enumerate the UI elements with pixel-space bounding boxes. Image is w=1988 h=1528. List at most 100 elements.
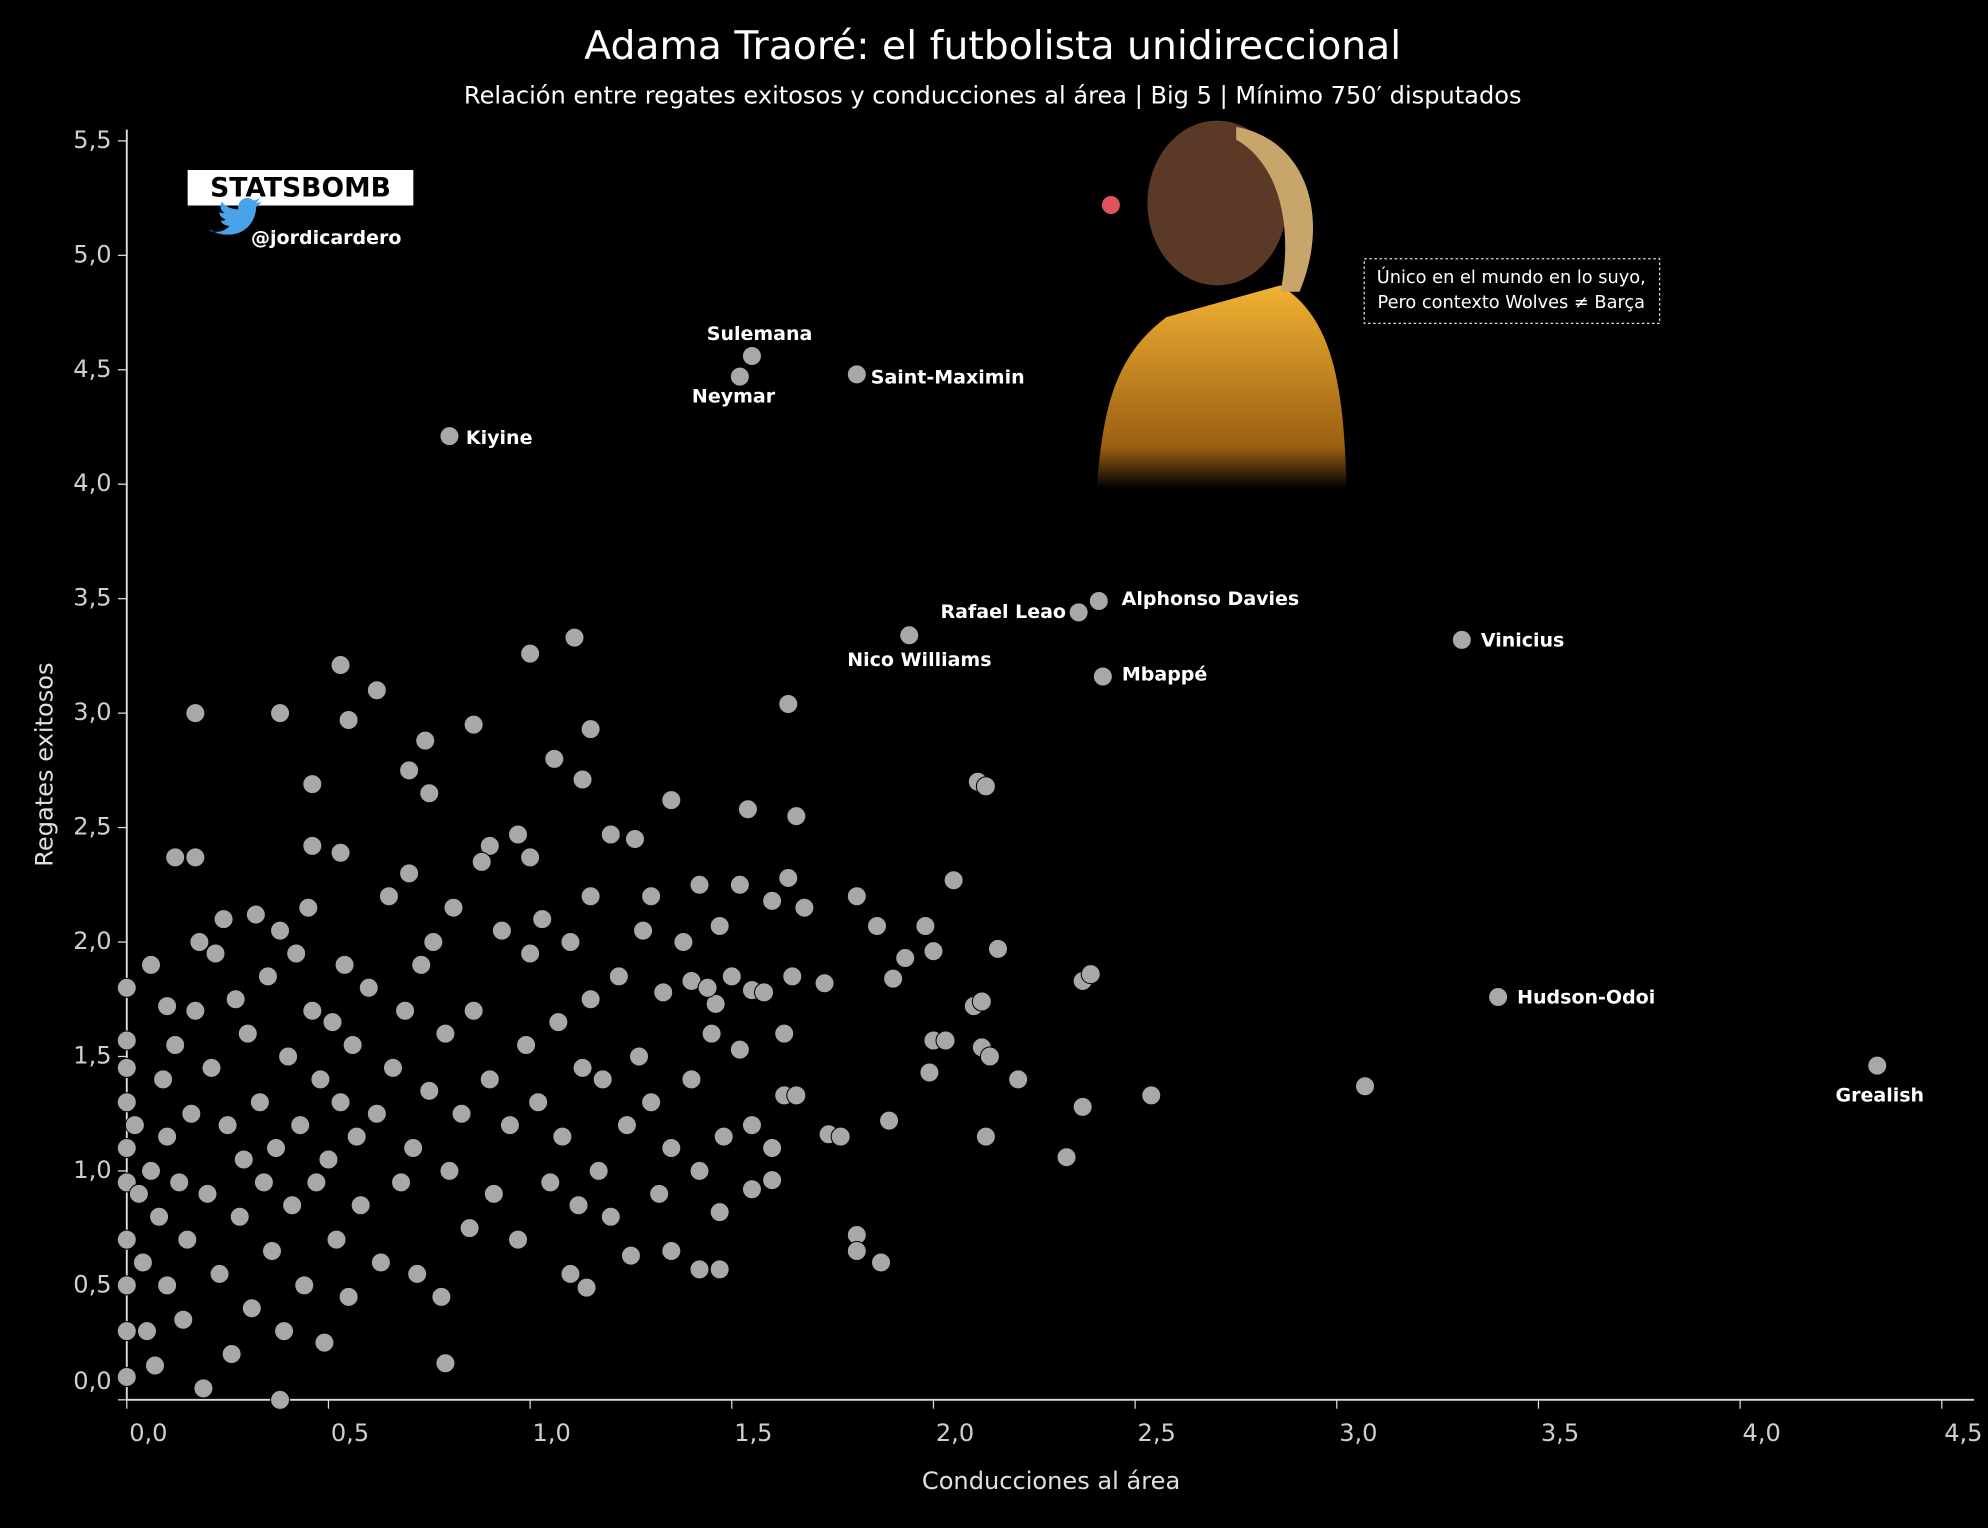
- point: [245, 904, 266, 925]
- point: [350, 1195, 371, 1216]
- point: [391, 1172, 412, 1193]
- point: [270, 1389, 291, 1410]
- point: [451, 1103, 472, 1124]
- point: [689, 1259, 710, 1280]
- point: [185, 703, 206, 724]
- point: [709, 1259, 730, 1280]
- point: [435, 1023, 456, 1044]
- point: [979, 1046, 1000, 1067]
- point: [709, 1202, 730, 1223]
- point: [564, 627, 585, 648]
- point: [762, 1170, 783, 1191]
- point: [1080, 964, 1101, 985]
- point: [552, 1126, 573, 1147]
- point: [721, 966, 742, 987]
- point: [919, 1062, 940, 1083]
- point: [580, 719, 601, 740]
- point: [576, 1277, 597, 1298]
- point: [310, 1069, 331, 1090]
- point: [249, 1092, 270, 1113]
- point: [754, 982, 775, 1003]
- y-tick-label: 3,5: [73, 584, 111, 612]
- point: [237, 1023, 258, 1044]
- point: [786, 806, 807, 827]
- point: [116, 1366, 137, 1387]
- point: [741, 1115, 762, 1136]
- point: [439, 426, 460, 447]
- point-label: Sulemana: [707, 323, 813, 345]
- point: [641, 886, 662, 907]
- point: [443, 897, 464, 918]
- point: [282, 1195, 303, 1216]
- point: [705, 993, 726, 1014]
- point-label: Rafael Leao: [941, 601, 1066, 623]
- point: [116, 1030, 137, 1051]
- point: [173, 1309, 194, 1330]
- point: [221, 1344, 242, 1365]
- x-tick-label: 3,0: [1339, 1419, 1377, 1447]
- point: [491, 920, 512, 941]
- y-tick-label: 4,5: [73, 355, 111, 383]
- point: [879, 1110, 900, 1131]
- point: [544, 748, 565, 769]
- point: [1355, 1076, 1376, 1097]
- x-axis-label: Conducciones al área: [922, 1467, 1180, 1495]
- point: [415, 730, 436, 751]
- point: [241, 1298, 262, 1319]
- y-tick-label: 5,5: [73, 126, 111, 154]
- point: [290, 1115, 311, 1136]
- point: [520, 847, 541, 868]
- point: [649, 1183, 670, 1204]
- y-axis-label: Regates exitosos: [31, 662, 59, 866]
- point: [382, 1057, 404, 1078]
- point: [370, 1252, 391, 1273]
- point: [140, 954, 162, 975]
- point: [257, 966, 278, 987]
- point: [330, 1092, 351, 1113]
- point: [185, 1000, 206, 1021]
- point: [697, 977, 718, 998]
- point: [729, 874, 750, 895]
- point: [116, 1092, 137, 1113]
- point-label: Nico Williams: [847, 649, 991, 671]
- handle: @jordicardero: [251, 227, 401, 249]
- point: [366, 680, 387, 701]
- point: [322, 1012, 343, 1033]
- point: [709, 915, 730, 937]
- point: [580, 886, 601, 907]
- point: [560, 932, 581, 953]
- point: [330, 842, 351, 863]
- point: [532, 909, 553, 930]
- point: [1088, 590, 1109, 611]
- point: [423, 932, 444, 953]
- point-label: Vinicius: [1481, 630, 1565, 652]
- point: [794, 897, 815, 918]
- point: [213, 909, 234, 930]
- point: [516, 1035, 537, 1056]
- point: [209, 1263, 230, 1284]
- y-tick-label: 2,5: [73, 813, 111, 841]
- point: [975, 776, 996, 797]
- point: [378, 886, 399, 907]
- point: [169, 1172, 190, 1193]
- point: [270, 703, 291, 724]
- point: [225, 989, 246, 1010]
- point: [616, 1115, 637, 1136]
- point-label: Hudson-Odoi: [1517, 987, 1655, 1009]
- player-photo: [1096, 120, 1347, 489]
- point: [471, 851, 492, 872]
- point: [318, 1149, 339, 1170]
- point: [459, 1218, 480, 1239]
- point: [741, 1179, 762, 1200]
- point: [132, 1252, 153, 1273]
- point: [1488, 986, 1509, 1007]
- point: [334, 954, 355, 975]
- point: [116, 1057, 137, 1078]
- point: [403, 1138, 424, 1159]
- point: [580, 989, 601, 1010]
- x-tick-label: 0,5: [331, 1419, 369, 1447]
- point: [729, 1039, 750, 1060]
- point: [737, 799, 758, 820]
